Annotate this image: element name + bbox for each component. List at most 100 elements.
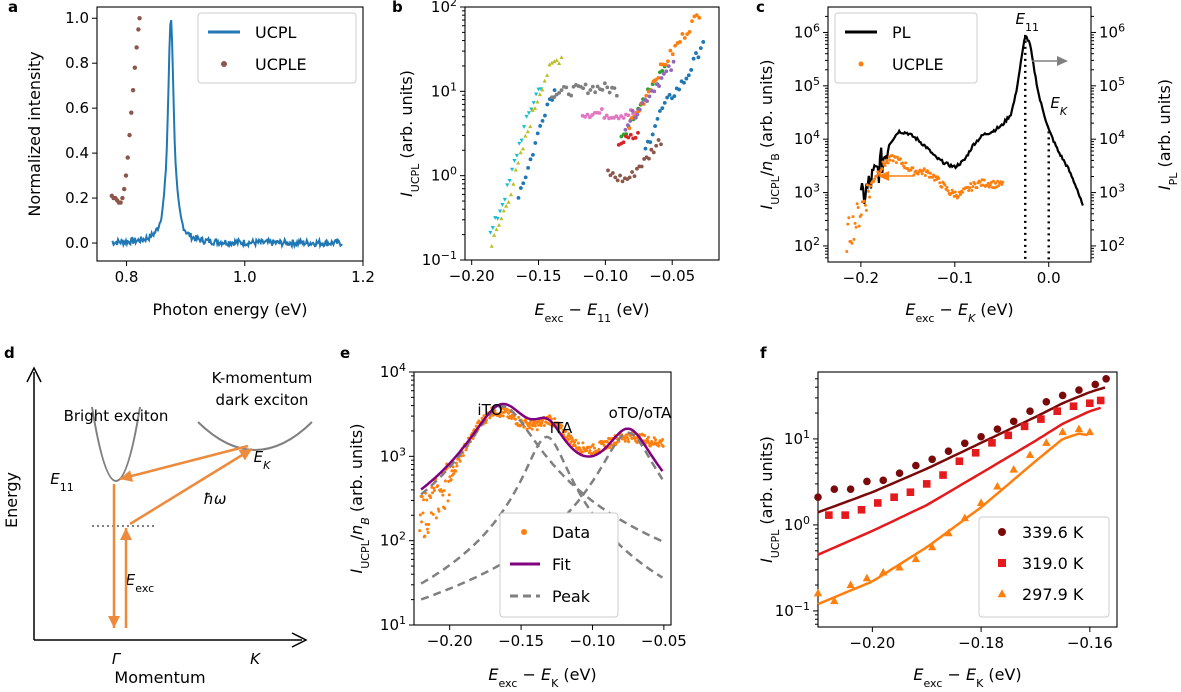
- panel-f-point-2: [830, 596, 839, 605]
- panel-c-ytick-label-right: 104: [1099, 128, 1125, 149]
- panel-b-point: [506, 199, 511, 204]
- panel-e-data-point: [524, 420, 528, 424]
- legend-f-label-1: 319.0 K: [1022, 554, 1084, 573]
- panel-b-point: [514, 153, 519, 158]
- panel-b-point: [685, 32, 690, 37]
- panel-b-point: [686, 73, 691, 78]
- ucple-c-point: [988, 183, 992, 187]
- ek-annotation: EK: [1050, 94, 1067, 118]
- panel-b-point: [531, 152, 535, 157]
- panel-b-point: [544, 73, 550, 77]
- panel-b-point: [658, 109, 662, 113]
- ucple-c-point: [845, 249, 849, 253]
- panel-b-point: [614, 114, 619, 119]
- panel-e-data-point: [450, 469, 454, 473]
- peak-curve-0: [420, 405, 663, 543]
- panel-b-point: [656, 75, 661, 80]
- panel-b-point: [505, 183, 510, 188]
- panel-b-point: [600, 87, 605, 92]
- panel-e-data-point: [458, 459, 462, 463]
- panel-b-point: [618, 173, 622, 178]
- panel-b-point: [656, 138, 661, 142]
- panel-b-point: [523, 133, 528, 138]
- panel-f-ylabel: IUCPL (arb. units): [757, 436, 782, 563]
- panel-f-point-0: [1058, 391, 1067, 400]
- panel-b-xtick-label: −0.15: [516, 267, 562, 285]
- legend-ucple-label: UCPLE: [255, 55, 307, 74]
- ucple-c-point: [978, 180, 982, 184]
- panel-b-point: [599, 107, 604, 111]
- panel-b-ytick-label: 102: [431, 0, 457, 16]
- panel-b-point: [640, 101, 645, 105]
- panel-a-ytick-label: 0.2: [65, 189, 89, 207]
- panel-b-point: [665, 95, 670, 100]
- ucple-c-point: [928, 171, 932, 175]
- panel-b-point: [643, 146, 648, 151]
- panel-b-point: [632, 174, 637, 179]
- panel-d: Bright exciton K-momentum dark exciton E11 E…: [2, 366, 313, 687]
- arrow-left-head: [878, 171, 889, 181]
- panel-b-point: [552, 95, 557, 99]
- legend-ucple-c-label: UCPLE: [892, 55, 944, 74]
- panel-e-data-point: [443, 479, 447, 483]
- panel-e-data-point: [580, 450, 584, 454]
- panel-b-point: [660, 106, 665, 110]
- panel-f-point-2: [1025, 450, 1035, 459]
- panel-e-data-point: [448, 475, 452, 479]
- panel-b-point: [569, 93, 574, 98]
- ucple-c-point: [916, 172, 920, 176]
- panel-f-point-0: [830, 485, 839, 494]
- panel-label-d: d: [4, 344, 15, 362]
- panel-b-xtick-label: −0.05: [649, 267, 695, 285]
- panel-c-ylabel: IUCPL/nB (arb. units): [757, 60, 782, 210]
- panel-f-point-1: [1086, 399, 1094, 408]
- panel-b-point: [653, 124, 657, 128]
- panel-b-point: [655, 117, 660, 121]
- panel-e-data-point: [573, 440, 577, 444]
- panel-f-point-2: [1085, 427, 1094, 436]
- panel-a-ytick-label: 0.8: [65, 54, 89, 72]
- panel-f-point-0: [879, 476, 888, 485]
- panel-b-point: [627, 175, 632, 180]
- panel-b-point: [516, 160, 521, 165]
- panel-b-point: [581, 86, 586, 91]
- panel-b-point: [519, 138, 524, 143]
- panel-b-point: [652, 89, 657, 94]
- panel-f-point-0: [960, 439, 969, 448]
- panel-b-point: [547, 62, 552, 67]
- emission-arrow-head: [108, 616, 120, 628]
- panel-b-point: [630, 170, 635, 174]
- ucple-c-point: [859, 213, 863, 217]
- panel-b-point: [511, 181, 516, 186]
- panel-e-data-point: [423, 534, 427, 538]
- panel-f: −0.20 −0.18 −0.16 10−1 100 101 339.6 K 319.0 K 2…: [757, 371, 1118, 690]
- legend-f-swatch-0: [998, 528, 1006, 536]
- legend-f-swatch-1: [998, 559, 1006, 567]
- ucple-c-point: [856, 205, 860, 209]
- panel-b-point: [610, 171, 615, 175]
- panel-b-point: [608, 173, 613, 178]
- panel-e-data-point: [539, 423, 543, 427]
- ucple-c-point: [875, 174, 879, 178]
- panel-b: −0.20 −0.15 −0.10 −0.05 10−1 100 101 102 Eexc − …: [397, 0, 720, 325]
- panel-e-data-point: [646, 439, 650, 443]
- panel-e-data-point: [625, 433, 629, 437]
- panel-f-ytick-label: 100: [784, 513, 810, 534]
- panel-b-point: [614, 93, 619, 98]
- panel-b-point: [635, 112, 640, 117]
- e11-annotation: E11: [1016, 10, 1039, 34]
- fit-curve: [420, 402, 664, 491]
- peak-label-ita: iTA: [550, 419, 573, 437]
- panel-e-data-point: [474, 424, 478, 428]
- panel-b-point: [528, 124, 533, 129]
- panel-b-point: [521, 181, 526, 186]
- panel-b-point: [666, 59, 670, 64]
- panel-e-data-point: [455, 464, 459, 468]
- panel-f-point-1: [857, 505, 866, 514]
- panel-e-data-point: [513, 417, 517, 421]
- panel-b-point: [550, 98, 555, 102]
- panel-a-xlabel: Photon energy (eV): [153, 300, 308, 319]
- panel-b-point: [673, 43, 678, 48]
- panel-b-point: [549, 60, 554, 65]
- panel-e-data-point: [608, 445, 612, 449]
